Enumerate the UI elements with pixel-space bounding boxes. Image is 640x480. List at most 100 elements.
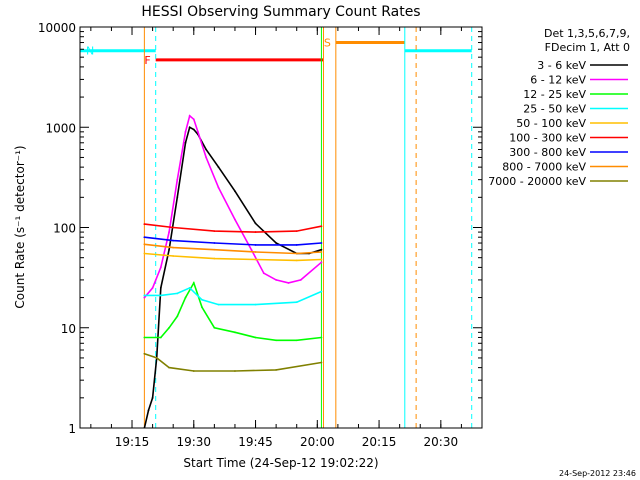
series-line-2 [144,280,322,342]
series-point-0 [205,148,208,151]
series-point-5 [254,231,257,233]
series-point-2 [168,326,170,329]
series-point-6 [143,236,146,239]
series-point-1 [196,130,199,133]
series-point-4 [172,255,175,257]
series-point-6 [320,242,323,244]
series-point-5 [320,225,323,228]
y-tick-label: 1000 [45,121,76,135]
flag-label-s: S [324,37,331,50]
series-line-4 [144,252,322,262]
flag-labels: N F S [86,37,331,67]
legend-label: 25 - 50 keV [523,103,586,116]
series-point-6 [172,239,175,242]
y-tick-label: 10 [61,322,76,336]
legend-label: 3 - 6 keV [537,59,586,72]
series-line-3 [144,286,322,306]
legend-label: 300 - 800 keV [509,146,586,159]
series-point-5 [213,230,216,233]
series-point-7 [320,251,323,253]
series-point-1 [217,186,220,189]
series-point-3 [143,294,146,297]
series-point-1 [143,296,146,299]
series-point-1 [299,279,302,281]
series-point-2 [320,336,323,339]
x-tick-label: 20:30 [424,435,459,449]
series-point-0 [184,141,187,144]
x-tick-label: 19:15 [115,435,150,449]
series-point-3 [159,294,162,297]
series-point-1 [205,156,208,159]
series-point-1 [320,261,323,264]
series-point-2 [254,336,257,339]
series-point-7 [213,248,216,251]
series-point-7 [172,246,175,249]
series-point-1 [250,248,253,251]
series-point-2 [295,339,298,342]
legend-label: 12 - 25 keV [523,88,586,101]
series-point-2 [275,339,278,342]
series-point-3 [320,290,323,293]
series-point-7 [143,243,146,246]
chart-title: HESSI Observing Summary Count Rates [141,4,420,20]
series-point-0 [275,242,278,244]
legend: Det 1,3,5,6,7,9,FDecim 1, Att 0 3 - 6 keV… [488,27,630,188]
series-point-0 [188,126,191,129]
series-point-0 [320,248,323,251]
series-point-0 [151,396,154,399]
series-point-5 [172,226,175,229]
axes: 19:15 19:30 19:45 20:00 20:15 20:30 1 10 100 1000… [38,21,483,449]
series-point-4 [213,257,216,260]
series-point-8 [168,366,170,369]
x-tick-label: 20:00 [300,435,335,449]
series-point-3 [188,286,191,289]
y-tick-label: 1 [68,422,76,436]
series-point-6 [254,244,257,246]
series-line-7 [144,243,322,255]
legend-label: 100 - 300 keV [509,132,586,145]
x-tick-label: 19:30 [176,435,211,449]
series-point-8 [234,370,236,372]
flag-label-f: F [144,54,150,67]
series-lines [143,114,323,428]
x-tick-label: 19:45 [238,435,273,449]
series-point-1 [188,114,191,117]
series-point-3 [295,301,298,304]
series-point-0 [234,190,236,193]
legend-label: 800 - 7000 keV [502,161,586,174]
plot-frame [79,26,483,429]
series-point-1 [275,279,278,281]
time-markers [80,27,473,428]
legend-header-line: Det 1,3,5,6,7,9, [544,27,630,40]
series-point-1 [234,218,236,221]
series-point-2 [143,336,146,339]
series-point-2 [201,306,203,309]
series-point-0 [159,286,162,289]
series-point-1 [151,286,154,289]
series-line-8 [144,353,322,372]
series-point-1 [287,282,290,284]
series-point-5 [295,230,298,233]
observing-flags [80,41,472,62]
series-point-1 [192,118,195,121]
series-point-1 [168,231,170,233]
y-tick-label: 10000 [38,21,76,35]
x-tick-label: 20:15 [362,435,397,449]
series-point-4 [254,258,257,261]
series-point-2 [192,282,195,284]
series-point-2 [176,315,179,318]
series-point-0 [147,409,150,412]
series-point-8 [143,352,146,355]
flag-label-n: N [86,45,94,58]
series-point-0 [176,196,179,199]
x-axis-label: Start Time (24-Sep-12 19:02:22) [183,456,378,470]
series-point-2 [213,326,216,329]
series-point-1 [176,178,179,181]
series-point-8 [275,368,278,371]
legend-label: 6 - 12 keV [530,74,586,87]
series-point-3 [217,303,220,306]
series-point-8 [192,370,195,372]
series-point-4 [143,252,146,255]
legend-label: 7000 - 20000 keV [488,175,586,188]
